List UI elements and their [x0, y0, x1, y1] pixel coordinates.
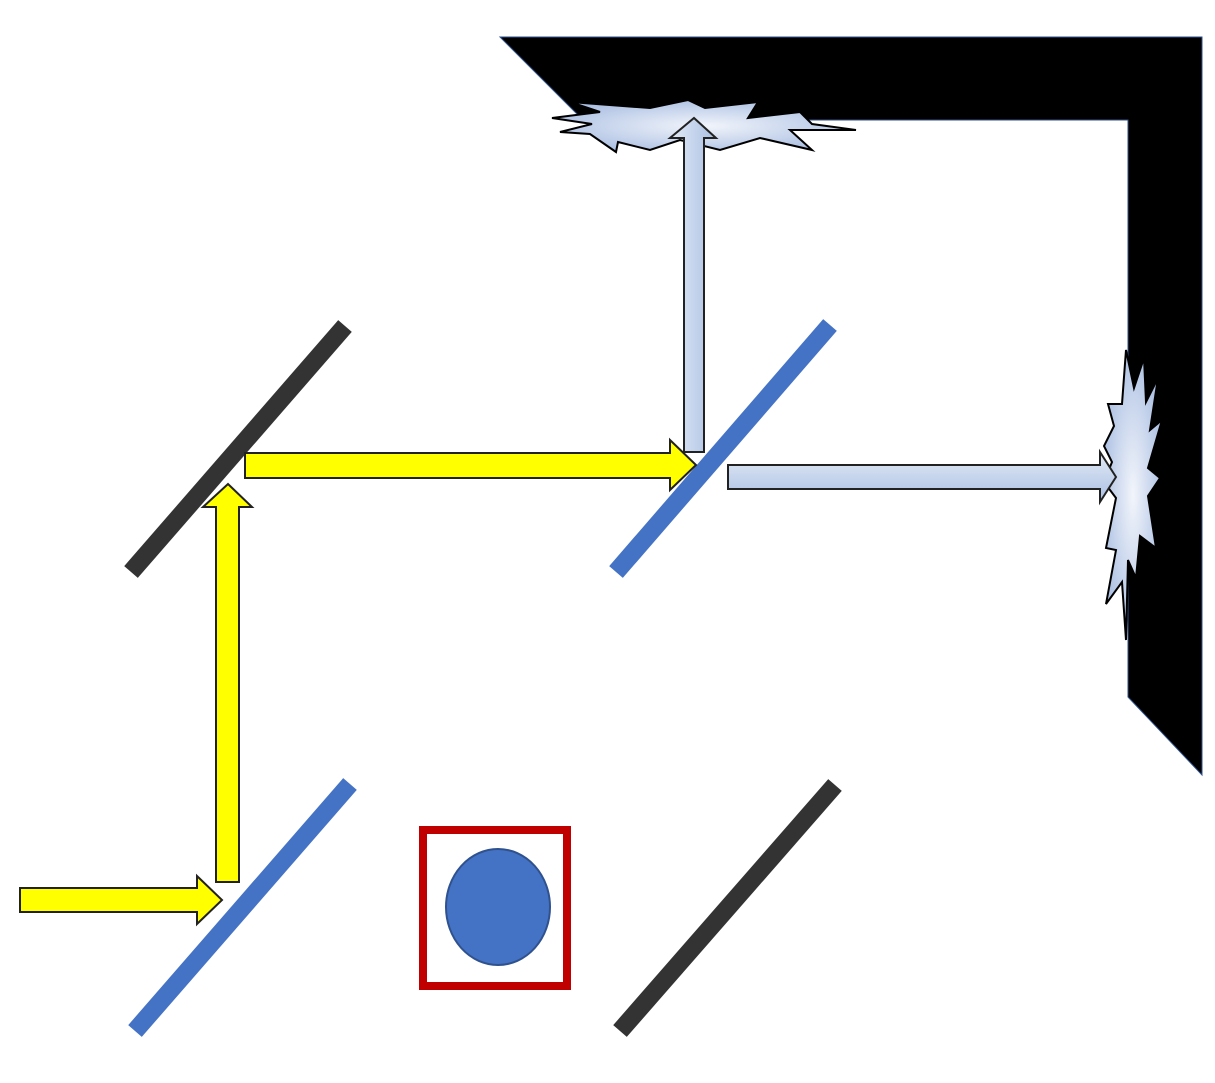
horizontal-yellow-beam: [244, 437, 698, 493]
output-beam-splitter: [609, 319, 837, 578]
right-impact-flash: [1102, 349, 1164, 641]
detector-screen: [498, 36, 1203, 777]
output-beam-up: [667, 116, 719, 453]
vertical-yellow-beam: [200, 482, 255, 883]
output-beam-right: [727, 448, 1118, 506]
incoming-beam: [19, 873, 224, 927]
upper-left-mirror: [124, 320, 352, 578]
lower-right-mirror: [613, 779, 842, 1037]
input-beam-splitter: [128, 778, 357, 1037]
object-ball: [445, 848, 551, 966]
